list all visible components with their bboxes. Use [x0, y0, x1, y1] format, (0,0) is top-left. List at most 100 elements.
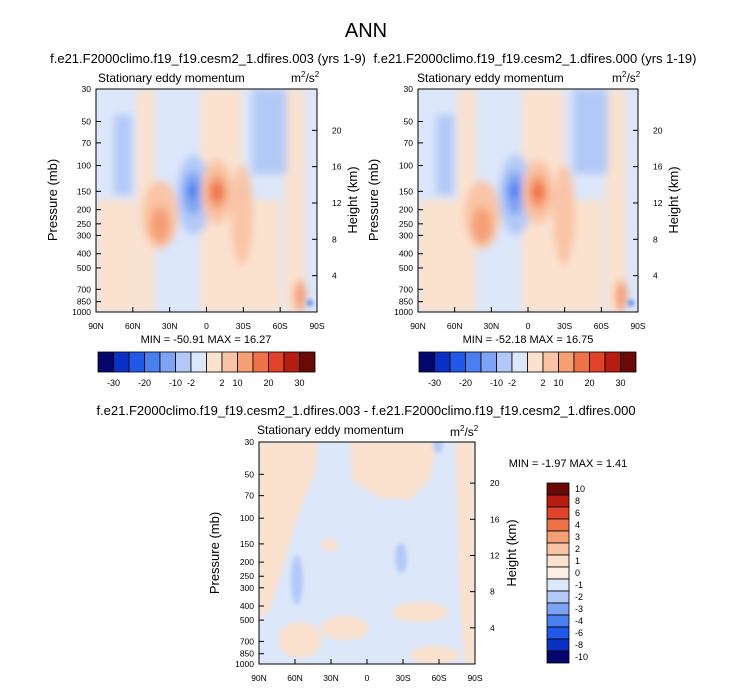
panel-2-pos-lower-left — [418, 200, 458, 312]
pressure-tick-label: 30 — [404, 84, 414, 94]
height-tick-label: 4 — [490, 623, 495, 633]
colorbar-swatch — [546, 494, 570, 508]
pressure-tick-label: 400 — [399, 249, 413, 259]
panel-1-surface-blue-spot — [307, 300, 313, 306]
pressure-tick-label: 400 — [240, 601, 254, 611]
panel-diff-neg-left — [291, 555, 303, 605]
pressure-tick-label: 100 — [240, 513, 254, 523]
panel-1-units: m2/s2 — [291, 70, 320, 85]
pressure-tick-label: 70 — [245, 491, 255, 501]
pressure-tick-label: 30 — [245, 437, 255, 447]
colorbar-label: 1 — [575, 556, 580, 566]
pressure-tick-label: 1000 — [235, 659, 254, 669]
pressure-tick-label: 200 — [77, 205, 91, 215]
pressure-tick-label: 500 — [77, 263, 91, 273]
panel-diff-pos-small-1 — [321, 539, 339, 551]
panel-diff-title: f.e21.F2000climo.f19_f19.cesm2_1.dfires.… — [96, 403, 635, 418]
latitude-tick-label: 90S — [467, 673, 482, 683]
panel-1-pos-lower-left — [96, 200, 136, 312]
height-tick-label: 16 — [653, 162, 663, 172]
panel-diff-neg-center — [395, 543, 407, 573]
panel-diff-pos-small-4 — [278, 622, 322, 658]
pressure-tick-label: 70 — [404, 138, 414, 148]
colorbar-label: 2 — [219, 378, 224, 388]
colorbar-swatch — [237, 351, 254, 373]
colorbar-swatch — [546, 566, 570, 580]
colorbar-swatch — [546, 590, 570, 604]
panel-1-height-axis: 20 16 12 8 4 — [312, 125, 342, 281]
panel-1-colorbar: -30 -20 -10 -2 2 10 20 30 — [97, 351, 316, 388]
panel-2-neg-core — [510, 183, 520, 199]
panel-1-title: f.e21.F2000climo.f19_f19.cesm2_1.dfires.… — [50, 51, 366, 66]
panel-diff-field — [259, 442, 475, 664]
colorbar-label: 10 — [232, 378, 242, 388]
colorbar-label: 3 — [575, 532, 580, 542]
panel-diff-pos-top-middle — [350, 442, 437, 500]
pressure-tick-label: 200 — [399, 205, 413, 215]
colorbar-label: -30 — [428, 378, 441, 388]
pressure-tick-label: 1000 — [72, 307, 91, 317]
panel-1-neg-top-right — [252, 89, 287, 174]
colorbar-label: 8 — [575, 496, 580, 506]
height-tick-label: 20 — [332, 125, 342, 135]
colorbar-swatch — [159, 351, 176, 373]
main-title: ANN — [345, 20, 387, 42]
panel-2-surface-blue-spot — [628, 300, 634, 306]
colorbar-swatch — [546, 506, 570, 520]
colorbar-swatch — [589, 351, 606, 373]
height-tick-label: 8 — [332, 234, 337, 244]
pressure-tick-label: 250 — [240, 571, 254, 581]
panel-2-neg-top-left — [436, 115, 454, 195]
panel-diff-ylabel-right: Height (km) — [504, 519, 519, 586]
colorbar-swatch — [546, 638, 570, 652]
panel-2-units: m2/s2 — [612, 70, 641, 85]
height-tick-label: 12 — [653, 198, 663, 208]
latitude-tick-label: 30S — [236, 321, 251, 331]
panel-2-pos-surface — [615, 280, 627, 312]
pressure-tick-label: 850 — [77, 297, 91, 307]
pressure-tick-label: 250 — [77, 219, 91, 229]
pressure-tick-label: 150 — [399, 186, 413, 196]
colorbar-swatch — [546, 482, 570, 496]
panel-2-colorbar: -30 -20 -10 -2 2 10 20 30 — [418, 351, 637, 388]
panel-1: f.e21.F2000climo.f19_f19.cesm2_1.dfires.… — [45, 51, 366, 388]
colorbar-swatch — [144, 351, 161, 373]
latitude-tick-label: 60N — [125, 321, 141, 331]
colorbar-swatch — [206, 351, 223, 373]
panel-1-pos-south-band — [285, 89, 305, 312]
colorbar-label: -30 — [107, 378, 120, 388]
height-tick-label: 8 — [653, 234, 658, 244]
colorbar-label: -20 — [459, 378, 472, 388]
pressure-tick-label: 250 — [399, 219, 413, 229]
latitude-tick-label: 90S — [309, 321, 324, 331]
colorbar-swatch — [604, 351, 621, 373]
panel-2-stats: MIN = -52.18 MAX = 16.75 — [463, 334, 594, 346]
colorbar-label: -20 — [138, 378, 151, 388]
pressure-tick-label: 300 — [240, 583, 254, 593]
colorbar-swatch — [175, 351, 192, 373]
colorbar-swatch — [546, 602, 570, 616]
panel-1-latitude-axis: 90N 60N 30N 0 30S 60S 90S — [88, 307, 325, 331]
height-tick-label: 16 — [332, 162, 342, 172]
panel-1-ylabel: Pressure (mb) — [45, 159, 60, 241]
pressure-tick-label: 1000 — [394, 307, 413, 317]
latitude-tick-label: 30N — [323, 673, 339, 683]
colorbar-swatch — [558, 351, 575, 373]
height-tick-label: 12 — [490, 550, 500, 560]
latitude-tick-label: 30S — [557, 321, 572, 331]
colorbar-label: 2 — [575, 544, 580, 554]
panel-1-pos-sh-band — [231, 165, 253, 265]
colorbar-label: -10 — [575, 652, 588, 662]
colorbar-swatch — [190, 351, 207, 373]
latitude-tick-label: 60S — [594, 321, 609, 331]
colorbar-label: 10 — [575, 484, 585, 494]
panel-1-ylabel-right: Height (km) — [345, 166, 360, 233]
height-tick-label: 4 — [653, 271, 658, 281]
colorbar-label: -10 — [169, 378, 182, 388]
latitude-tick-label: 90N — [410, 321, 426, 331]
panel-diff-pos-top-left — [259, 442, 318, 620]
colorbar-swatch — [546, 578, 570, 592]
latitude-tick-label: 0 — [526, 321, 531, 331]
